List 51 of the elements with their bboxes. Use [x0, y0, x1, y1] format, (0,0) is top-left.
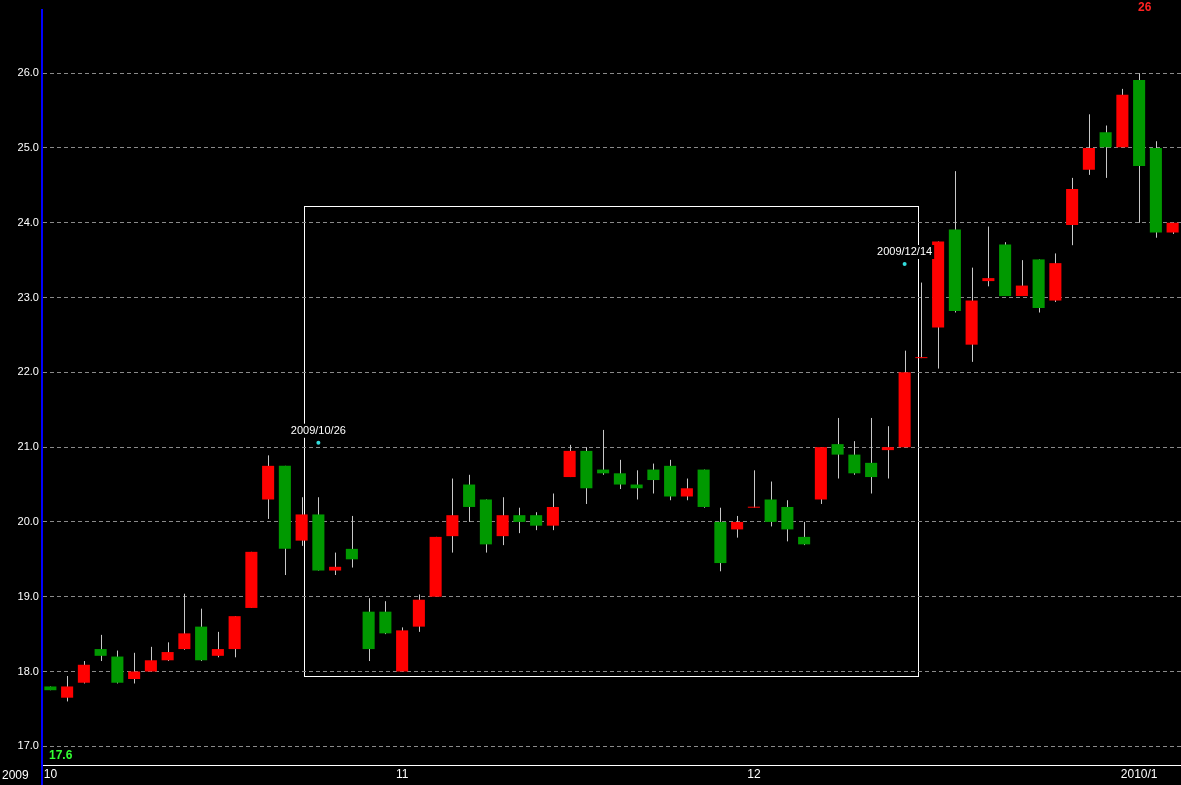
- candlestick: [513, 507, 526, 534]
- y-tick-label: 17.0: [17, 739, 39, 752]
- candlestick: [764, 481, 777, 527]
- candlestick: [161, 641, 174, 662]
- annotation: 26: [1138, 0, 1152, 15]
- candlestick: [61, 675, 74, 702]
- candlestick: [1099, 125, 1112, 179]
- text: 2009: [2, 768, 30, 783]
- y-tick-label: 22.0: [17, 365, 39, 378]
- candlestick: [747, 469, 760, 509]
- candlestick: [848, 440, 861, 476]
- candlestick: [731, 515, 744, 539]
- candlestick: [345, 515, 358, 569]
- annotation: 2009/12/14: [877, 244, 933, 257]
- annotation: 17.6: [49, 748, 73, 763]
- candlestick: [178, 593, 191, 651]
- candlestick: [446, 478, 459, 554]
- annotation: 2009/10/26: [290, 423, 346, 436]
- candlestick: [865, 417, 878, 495]
- candlestick: [496, 496, 509, 546]
- candlestick: [831, 417, 844, 480]
- candlestick: [798, 521, 811, 546]
- y-tick-label: 18.0: [17, 664, 39, 677]
- candlestick: [881, 425, 894, 480]
- candlestick: [329, 552, 342, 576]
- x-tick-label: 10: [43, 766, 58, 781]
- candlestick: [379, 600, 392, 635]
- candlestick: [680, 478, 693, 501]
- x-tick-label: 2010/1: [1120, 766, 1158, 781]
- candlestick: [982, 226, 995, 287]
- x-tick-label: 11: [395, 766, 409, 781]
- y-tick-label: 23.0: [17, 290, 39, 303]
- candlestick: [613, 459, 626, 490]
- candlestick: [546, 493, 559, 531]
- candlestick: [1082, 113, 1095, 176]
- y-tick-label: 19.0: [17, 589, 39, 602]
- candlestick: [463, 474, 476, 523]
- candlestick: [144, 646, 157, 673]
- y-tick-label: 21.0: [17, 440, 39, 453]
- candlestick: [781, 499, 794, 542]
- x-tick-label: 12: [747, 766, 761, 781]
- candlestick: [647, 463, 660, 495]
- candlestick: [94, 634, 107, 662]
- candlestick: [128, 652, 141, 684]
- candlestick: [211, 631, 224, 658]
- y-tick-label: 26.0: [17, 66, 39, 79]
- y-tick-label: 20.0: [17, 514, 39, 527]
- candlestick: [915, 282, 928, 359]
- candlestick: [1015, 259, 1028, 297]
- y-tick-label: 24.0: [17, 215, 39, 228]
- y-tick-label: 25.0: [17, 141, 39, 153]
